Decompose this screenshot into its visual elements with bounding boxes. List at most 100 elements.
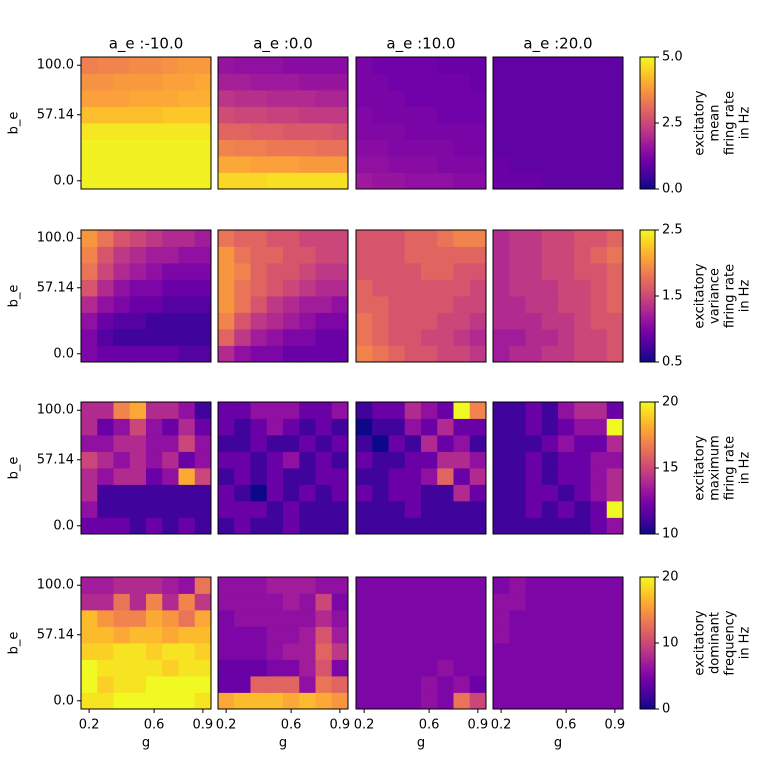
heatmap-cell bbox=[541, 106, 559, 124]
heatmap-cell bbox=[178, 345, 196, 363]
heatmap-cell bbox=[388, 576, 406, 594]
colorbar-segment bbox=[640, 289, 655, 293]
heatmap-cell bbox=[129, 279, 147, 297]
heatmap-cell bbox=[356, 246, 373, 264]
heatmap-cell bbox=[453, 401, 471, 419]
heatmap-cell bbox=[250, 626, 268, 644]
heatmap-cell bbox=[178, 106, 196, 124]
heatmap-cell bbox=[606, 155, 624, 173]
heatmap-cell bbox=[250, 56, 268, 74]
heatmap-cell bbox=[525, 451, 543, 469]
heatmap-cell bbox=[81, 484, 98, 502]
heatmap-cell bbox=[283, 279, 300, 297]
heatmap-cell bbox=[194, 484, 212, 502]
heatmap-cell bbox=[469, 467, 487, 485]
heatmap-cell bbox=[129, 155, 147, 173]
colorbar-segment bbox=[640, 118, 655, 122]
colorbar-segment bbox=[640, 651, 655, 655]
heatmap-cell bbox=[509, 642, 526, 660]
colorbar-segment bbox=[640, 656, 655, 659]
heatmap-cell bbox=[315, 675, 333, 693]
heatmap-cell bbox=[558, 434, 575, 452]
heatmap-cell bbox=[453, 328, 471, 346]
heatmap-cell bbox=[606, 675, 624, 693]
heatmap-cell bbox=[372, 312, 389, 330]
colorbar-segment bbox=[640, 623, 655, 626]
colorbar-segment bbox=[640, 271, 655, 275]
colorbar-segment bbox=[640, 140, 655, 144]
heatmap-cell bbox=[250, 229, 268, 247]
heatmap-cell bbox=[97, 576, 114, 594]
heatmap-cell bbox=[299, 172, 316, 190]
heatmap-cell bbox=[388, 484, 406, 502]
heatmap-cell bbox=[250, 106, 268, 124]
heatmap-cell bbox=[509, 500, 526, 518]
heatmap-cell bbox=[606, 122, 624, 140]
heatmap-cell bbox=[283, 229, 300, 247]
heatmap-cell bbox=[437, 106, 454, 124]
colorbar-segment bbox=[640, 583, 655, 587]
heatmap-cell bbox=[162, 659, 179, 677]
heatmap-cell bbox=[97, 467, 114, 485]
heatmap-cell bbox=[81, 593, 98, 611]
heatmap-cell bbox=[315, 500, 333, 518]
colorbar-segment bbox=[640, 344, 655, 348]
heatmap-cell bbox=[218, 626, 235, 644]
heatmap-cell bbox=[331, 328, 349, 346]
heatmap-cell bbox=[372, 418, 389, 436]
panel-frame bbox=[217, 56, 349, 190]
heatmap-cell bbox=[194, 467, 212, 485]
heatmap-cell bbox=[606, 295, 624, 313]
x-tick-label: 0.6 bbox=[144, 718, 165, 733]
colorbar-segment bbox=[640, 529, 655, 533]
colorbar-segment bbox=[640, 245, 655, 249]
colorbar-segment bbox=[640, 74, 655, 78]
heatmap-cell bbox=[331, 312, 349, 330]
heatmap-cell bbox=[404, 155, 422, 173]
heatmap-cell bbox=[388, 262, 406, 280]
heatmap-cell bbox=[453, 172, 471, 190]
heatmap-cell bbox=[146, 56, 163, 74]
colorbar-segment bbox=[640, 320, 655, 323]
heatmap-cell bbox=[129, 418, 147, 436]
heatmap-cell bbox=[81, 675, 98, 693]
heatmap-cell bbox=[315, 434, 333, 452]
heatmap-cell bbox=[81, 122, 98, 140]
heatmap-cell bbox=[113, 312, 131, 330]
heatmap-cell bbox=[558, 500, 575, 518]
heatmap-cell bbox=[509, 659, 526, 677]
heatmap-cell bbox=[469, 229, 487, 247]
heatmap-cell bbox=[129, 642, 147, 660]
heatmap-cell bbox=[113, 328, 131, 346]
colorbar-segment bbox=[640, 441, 655, 445]
heatmap-cell bbox=[315, 467, 333, 485]
colorbar-segment bbox=[640, 676, 655, 679]
heatmap-cell bbox=[558, 56, 575, 74]
heatmap-cell bbox=[234, 576, 251, 594]
heatmap-cell bbox=[113, 593, 131, 611]
colorbar-segment bbox=[640, 682, 655, 686]
heatmap-cell bbox=[331, 467, 349, 485]
heatmap-cell bbox=[525, 295, 543, 313]
colorbar-segment bbox=[640, 450, 655, 454]
heatmap-cell bbox=[437, 434, 454, 452]
colorbar-segment bbox=[640, 129, 655, 133]
colorbar-segment bbox=[640, 645, 655, 648]
heatmap-cell bbox=[388, 593, 406, 611]
heatmap-cell bbox=[299, 139, 316, 157]
heatmap-cell bbox=[509, 675, 526, 693]
heatmap-cell bbox=[234, 295, 251, 313]
heatmap-cell bbox=[437, 279, 454, 297]
heatmap-cell bbox=[266, 675, 284, 693]
heatmap-cell bbox=[606, 56, 624, 74]
heatmap-cell bbox=[81, 642, 98, 660]
heatmap-cell bbox=[266, 434, 284, 452]
panel-frame bbox=[492, 401, 624, 535]
heatmap-cell bbox=[509, 517, 526, 535]
heatmap-cell bbox=[315, 484, 333, 502]
heatmap-cell bbox=[541, 122, 559, 140]
heatmap-cell bbox=[331, 345, 349, 363]
colorbar-segment bbox=[640, 417, 655, 421]
heatmap-cell bbox=[283, 467, 300, 485]
heatmap-cell bbox=[525, 517, 543, 535]
